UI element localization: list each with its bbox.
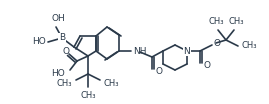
Text: CH₃: CH₃: [208, 17, 224, 26]
Text: O: O: [62, 48, 69, 56]
Text: HO: HO: [51, 69, 65, 77]
Text: NH: NH: [133, 46, 147, 56]
Text: N: N: [184, 46, 190, 56]
Text: B: B: [59, 33, 65, 43]
Text: HO: HO: [32, 38, 46, 46]
Text: CH₃: CH₃: [228, 17, 244, 26]
Text: CH₃: CH₃: [104, 79, 119, 87]
Text: CH₃: CH₃: [242, 41, 257, 51]
Text: O: O: [203, 61, 210, 71]
Text: CH₃: CH₃: [56, 79, 72, 87]
Text: CH₃: CH₃: [80, 91, 96, 100]
Text: N: N: [184, 46, 190, 56]
Text: B: B: [59, 33, 65, 43]
Text: O: O: [213, 40, 220, 48]
Text: O: O: [155, 67, 162, 77]
Text: OH: OH: [51, 14, 65, 23]
